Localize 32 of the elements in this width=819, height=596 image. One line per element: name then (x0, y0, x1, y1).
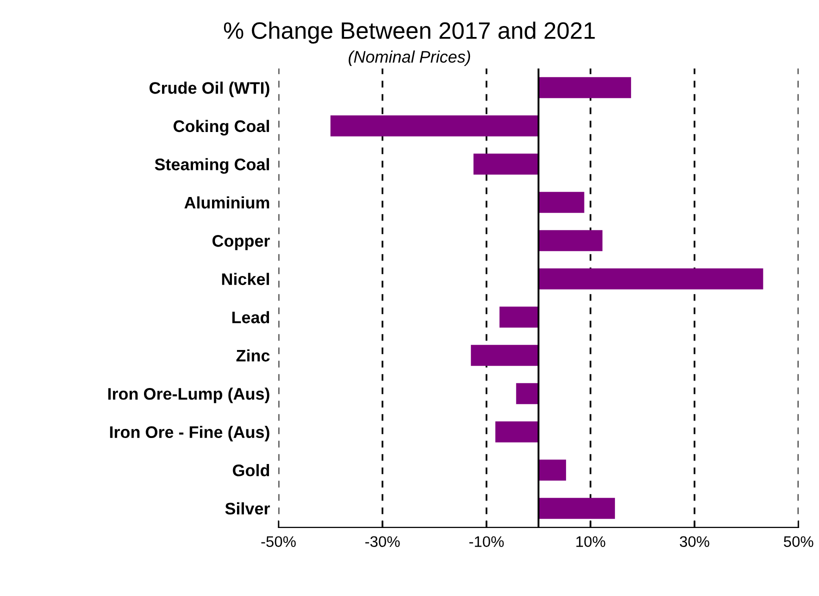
bar (538, 77, 632, 98)
bar (538, 192, 584, 213)
chart-subtitle: (Nominal Prices) (348, 50, 470, 66)
y-tick-label: Gold (232, 464, 270, 476)
y-tick-label: Coking Coal (174, 120, 269, 136)
x-tick-label: 10% (576, 536, 606, 548)
bar (538, 498, 615, 519)
x-tick-label: -10% (469, 536, 504, 548)
y-tick-label: Iron Ore - Fine (Aus) (110, 426, 270, 442)
x-tick-label: -50% (261, 536, 296, 548)
y-tick-label: Iron Ore-Lump (Aus) (108, 388, 270, 404)
bar (473, 154, 538, 175)
x-tick-label: 30% (680, 536, 710, 548)
y-tick-label: Aluminium (184, 196, 270, 209)
bar (538, 230, 602, 252)
y-tick-label: Zinc (236, 349, 270, 362)
bar (516, 383, 538, 404)
bar (538, 268, 764, 290)
bar (499, 306, 538, 328)
y-tick-label: Steaming Coal (154, 158, 269, 174)
chart-title: % Change Between 2017 and 2021 (224, 22, 595, 44)
x-tick-label: -30% (365, 536, 400, 548)
bar (330, 115, 538, 136)
y-tick-label: Copper (212, 235, 270, 250)
bar (495, 421, 538, 442)
y-tick-label: Lead (232, 311, 270, 324)
y-tick-label: Nickel (222, 272, 269, 286)
bar (538, 460, 566, 481)
y-tick-label: Silver (225, 502, 270, 515)
bar (470, 344, 538, 366)
x-tick-label: 50% (784, 536, 814, 548)
y-tick-label: Crude Oil (WTI) (150, 82, 270, 98)
